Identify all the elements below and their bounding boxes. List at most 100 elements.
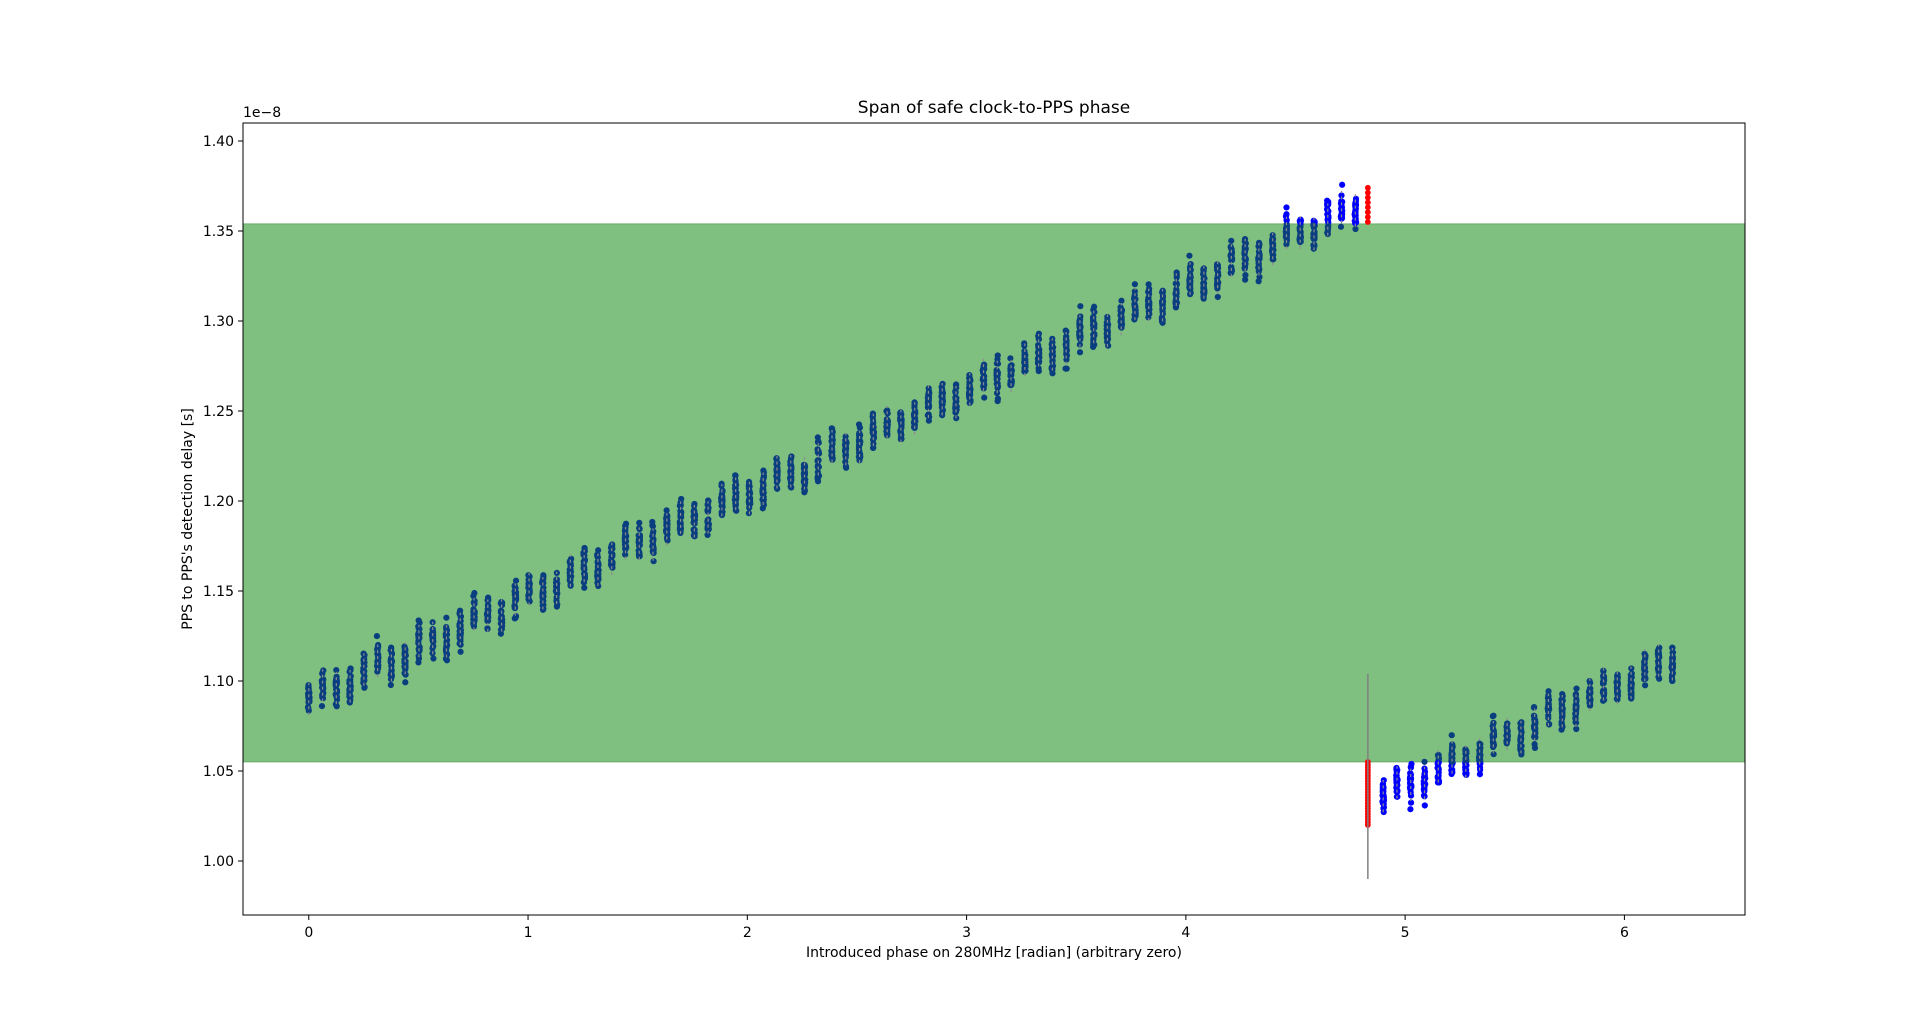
data-point	[1118, 297, 1125, 304]
data-point	[1337, 223, 1345, 230]
data-point	[1131, 301, 1138, 308]
data-point	[443, 651, 451, 658]
data-point	[416, 625, 423, 633]
data-point	[497, 608, 504, 616]
data-point	[636, 532, 643, 539]
data-point	[843, 464, 850, 471]
data-point	[980, 382, 988, 389]
data-point	[457, 613, 465, 620]
data-point	[457, 648, 464, 655]
data-point	[1545, 721, 1553, 728]
data-point	[1600, 667, 1607, 674]
data-point	[470, 599, 477, 606]
data-point	[1407, 763, 1414, 770]
data-point	[1420, 780, 1428, 787]
data-point	[1090, 335, 1097, 342]
data-point	[1379, 792, 1386, 799]
data-point	[966, 385, 974, 393]
data-point	[1613, 679, 1620, 686]
data-point	[1214, 293, 1221, 301]
data-point	[568, 573, 575, 580]
data-point	[1076, 334, 1084, 342]
data-point	[512, 577, 520, 584]
data-point	[1573, 725, 1580, 733]
data-point	[993, 360, 1000, 367]
data-point	[1642, 682, 1649, 689]
data-point	[1517, 732, 1525, 739]
data-point	[1035, 368, 1042, 375]
data-point	[1283, 211, 1290, 218]
data-point	[1325, 214, 1332, 222]
data-point	[1407, 799, 1415, 806]
data-point	[718, 508, 725, 515]
data-point	[1063, 356, 1070, 363]
data-point	[664, 517, 671, 524]
data-point	[1338, 192, 1345, 199]
data-point	[1172, 304, 1179, 311]
data-point	[1599, 687, 1607, 694]
data-point	[1559, 690, 1566, 698]
data-point	[828, 425, 835, 432]
data-point	[567, 562, 574, 569]
axes-frame	[242, 122, 1746, 916]
data-point	[829, 455, 836, 462]
data-point	[1531, 741, 1538, 748]
data-point	[568, 555, 575, 562]
data-point	[1131, 281, 1138, 288]
data-point	[1669, 649, 1677, 656]
data-point	[416, 646, 423, 653]
data-point	[347, 673, 354, 680]
data-point	[980, 377, 987, 384]
data-point	[622, 545, 629, 552]
data-point	[814, 457, 821, 465]
data-point	[1420, 786, 1427, 793]
data-point	[443, 614, 450, 621]
data-point	[1007, 355, 1014, 362]
data-point	[581, 547, 588, 555]
x-tick-label: 5	[1401, 925, 1410, 941]
data-point	[1283, 223, 1291, 230]
data-point	[842, 433, 849, 440]
data-point	[1351, 217, 1358, 224]
data-point	[801, 470, 809, 477]
data-point	[361, 683, 368, 691]
data-point	[994, 352, 1001, 359]
data-point	[333, 666, 340, 674]
data-point	[926, 389, 933, 396]
data-points-layer	[304, 181, 1677, 828]
data-point	[387, 681, 394, 689]
data-point	[1558, 696, 1565, 703]
data-point	[484, 617, 492, 624]
data-point	[456, 607, 464, 614]
y-tick-label: 1.25	[203, 404, 234, 420]
data-point	[388, 663, 395, 670]
data-point	[1504, 732, 1511, 740]
discarded-point	[1364, 214, 1371, 221]
data-point	[553, 579, 560, 586]
data-point	[952, 404, 959, 411]
data-point	[1669, 654, 1676, 661]
data-point	[814, 475, 821, 483]
data-point	[1669, 644, 1676, 651]
data-point	[1532, 734, 1539, 741]
data-point	[1324, 223, 1331, 230]
data-point	[704, 531, 711, 539]
data-point	[897, 411, 904, 418]
data-point	[1490, 751, 1497, 758]
data-point	[1063, 328, 1070, 335]
y-tick-label: 1.10	[203, 674, 234, 690]
data-point	[1463, 762, 1470, 769]
data-point	[1186, 277, 1193, 285]
data-point	[1530, 704, 1538, 711]
data-point	[471, 610, 478, 617]
data-point	[926, 413, 933, 421]
y-tick-label: 1.05	[203, 764, 234, 780]
y-axis-label: PPS to PPS's detection delay [s]	[180, 408, 196, 630]
data-point	[1063, 365, 1070, 372]
data-point	[1132, 309, 1139, 316]
discarded-point	[1364, 219, 1371, 225]
data-point	[733, 490, 740, 497]
data-point	[1352, 225, 1359, 233]
data-point	[1049, 357, 1056, 365]
